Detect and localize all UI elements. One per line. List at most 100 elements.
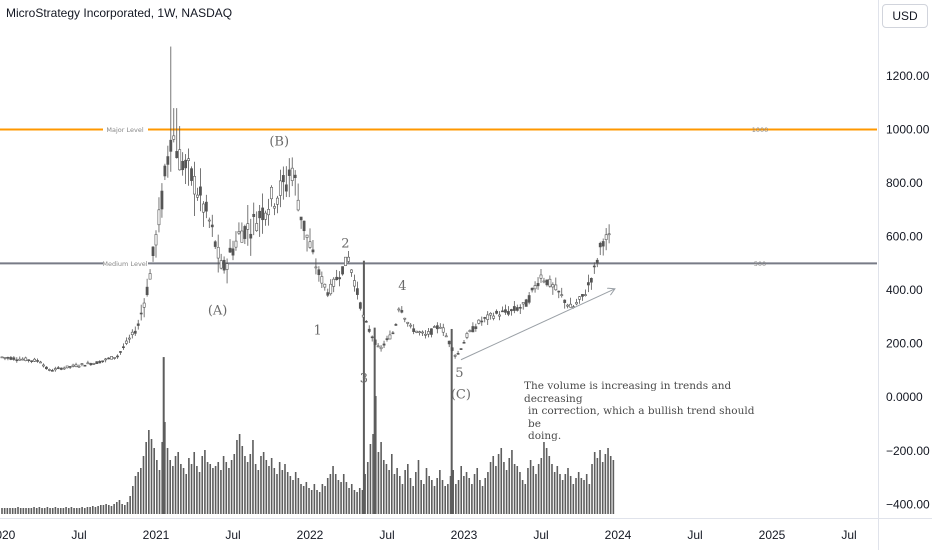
volume-bar xyxy=(481,486,484,514)
volume-bar xyxy=(27,508,30,514)
candle-body xyxy=(305,234,309,238)
candle-body xyxy=(515,307,519,311)
candle-body xyxy=(30,360,34,362)
volume-bar xyxy=(505,470,508,514)
volume-bar xyxy=(361,490,364,514)
volume-bar xyxy=(22,508,25,514)
volume-bar xyxy=(601,462,604,514)
volume-bar xyxy=(569,476,572,514)
x-tick-label: 2024 xyxy=(605,528,632,542)
volume-bar xyxy=(324,486,326,514)
candle-body xyxy=(474,326,478,329)
chart-title: MicroStrategy Incorporated, 1W, NASDAQ xyxy=(6,6,233,20)
candle-body xyxy=(110,356,113,360)
volume-bar xyxy=(91,506,94,514)
volume-bar xyxy=(374,396,377,514)
volume-bar xyxy=(516,466,519,514)
candle-body xyxy=(507,311,510,315)
candle-body xyxy=(344,256,347,266)
volume-bar xyxy=(460,466,463,514)
candle-body xyxy=(536,283,540,287)
candle-body xyxy=(308,241,312,248)
candle-body xyxy=(329,283,333,295)
candle-body xyxy=(172,135,176,140)
volume-bar xyxy=(337,480,340,514)
volume-bar xyxy=(577,472,580,514)
candle-body xyxy=(548,278,552,287)
candle-body xyxy=(234,240,238,248)
volume-spike xyxy=(362,260,365,514)
candle-body xyxy=(521,302,525,305)
wave-label: 3 xyxy=(360,372,368,387)
x-tick-label: Jul xyxy=(225,528,240,542)
volume-bar xyxy=(193,452,196,514)
candle-body xyxy=(512,306,516,311)
candle-body xyxy=(456,353,460,355)
y-tick-label: 1000.00 xyxy=(886,123,930,137)
candle-body xyxy=(231,248,235,256)
candle-body xyxy=(601,241,605,247)
candle-body xyxy=(15,359,19,362)
candle-body xyxy=(216,246,220,259)
candle-body xyxy=(204,201,208,212)
volume-bar xyxy=(457,480,460,514)
candle-body xyxy=(222,259,226,271)
volume-bar xyxy=(348,488,350,514)
candle-body xyxy=(581,294,584,297)
volume-bar xyxy=(3,508,6,514)
candle-body xyxy=(95,361,99,364)
volume-bar xyxy=(217,462,220,514)
candle-body xyxy=(430,328,433,335)
currency-selector-button[interactable]: USD xyxy=(882,4,928,28)
volume-bar xyxy=(455,484,457,514)
volume-bar xyxy=(17,507,19,514)
candle-body xyxy=(335,276,339,281)
volume-bar xyxy=(198,472,201,514)
candle-body xyxy=(554,284,558,291)
candle-body xyxy=(42,364,45,367)
analysis-note: The volume is increasing in trends and d… xyxy=(524,380,764,443)
candle-body xyxy=(355,288,359,295)
volume-bar xyxy=(436,478,438,514)
candle-body xyxy=(270,186,273,200)
candle-body xyxy=(243,226,247,239)
y-tick-label: 0.0000 xyxy=(886,390,923,404)
candle-body xyxy=(364,320,368,323)
candle-body xyxy=(252,213,256,217)
volume-bar xyxy=(38,507,41,514)
candle-body xyxy=(403,317,407,320)
volume-bar xyxy=(393,474,396,514)
wave-label: 1 xyxy=(314,323,322,338)
candle-body xyxy=(376,345,380,348)
x-tick-label: Jul xyxy=(687,528,702,542)
volume-bar xyxy=(174,456,177,514)
candle-body xyxy=(122,346,125,349)
volume-bar xyxy=(575,478,577,514)
volume-bar xyxy=(310,490,313,514)
volume-bar xyxy=(447,484,449,514)
volume-bar xyxy=(567,468,569,514)
level-name-background xyxy=(103,258,148,268)
volume-bar xyxy=(444,486,446,514)
volume-bar xyxy=(118,500,121,514)
volume-bar xyxy=(551,464,553,514)
volume-bar xyxy=(473,474,476,514)
volume-bar xyxy=(238,434,241,514)
volume-bar xyxy=(129,496,131,514)
candle-body xyxy=(388,334,392,340)
volume-bar xyxy=(89,507,91,514)
candle-body xyxy=(178,149,182,171)
candle-body xyxy=(486,314,490,320)
volume-bar xyxy=(177,452,180,514)
volume-bar xyxy=(431,480,433,514)
volume-bar xyxy=(113,504,115,514)
candle-body xyxy=(397,308,401,311)
volume-bar xyxy=(364,474,366,514)
candle-body xyxy=(190,168,193,181)
volume-bar xyxy=(270,458,273,514)
volume-bar xyxy=(132,486,134,514)
candle-body xyxy=(89,363,93,366)
volume-bar xyxy=(366,462,369,514)
candle-body xyxy=(196,194,199,198)
